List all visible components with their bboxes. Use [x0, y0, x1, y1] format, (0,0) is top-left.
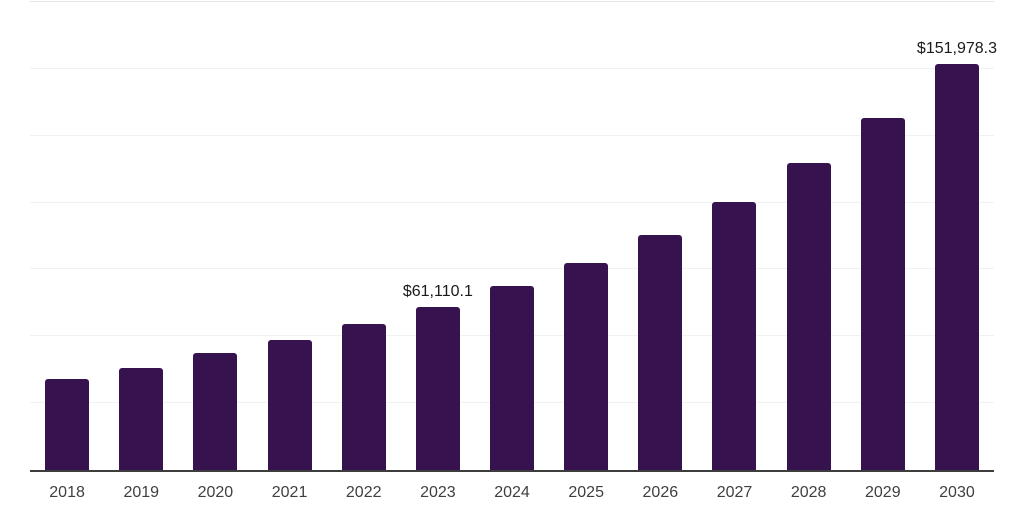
- bar-slot-2024: [475, 2, 549, 470]
- x-tick-2030: 2030: [939, 484, 975, 501]
- bar-2029[interactable]: [860, 117, 905, 470]
- x-tick-2018: 2018: [49, 484, 85, 501]
- x-tick-2026: 2026: [642, 484, 679, 501]
- data-label-2023: $61,110.1: [402, 282, 473, 300]
- x-tick-2027: 2027: [716, 484, 753, 501]
- bar-slot-2030: $151,978.3: [916, 2, 997, 470]
- bar-slot-2026: [623, 2, 697, 470]
- x-tick-2021: 2021: [271, 484, 308, 501]
- x-tick-2019: 2019: [123, 484, 160, 501]
- x-tick-2022: 2022: [345, 484, 382, 501]
- gridline-150000: [30, 67, 994, 69]
- bar-2020[interactable]: [193, 353, 238, 470]
- bar-2025[interactable]: [564, 262, 609, 470]
- bar-2024[interactable]: [490, 286, 535, 470]
- plot-area: $61,110.1 $151,978.3: [30, 1, 997, 472]
- bar-2026[interactable]: [638, 234, 683, 470]
- bar-slot-2021: [252, 2, 326, 470]
- bar-slot-2022: [327, 2, 401, 470]
- bar-slot-2023: $61,110.1: [401, 2, 475, 470]
- bar-2028[interactable]: [786, 163, 831, 470]
- bar-2022[interactable]: [341, 323, 386, 470]
- bar-slot-2025: [549, 2, 623, 470]
- bar-slot-2027: [697, 2, 771, 470]
- bar-slot-2028: [772, 2, 846, 470]
- x-tick-2023: 2023: [420, 484, 456, 501]
- gridline-100000: [30, 201, 994, 203]
- bar-2018[interactable]: [45, 379, 90, 470]
- bar-2027[interactable]: [712, 201, 757, 470]
- x-tick-2025: 2025: [568, 484, 604, 501]
- x-axis-labels: 2018 2019 2020 2021 2022 2023 2024 2025 2026 2027…: [30, 474, 994, 502]
- x-tick-2020: 2020: [197, 484, 234, 501]
- x-tick-2024: 2024: [494, 484, 530, 501]
- bar-2030[interactable]: [934, 63, 979, 470]
- gridline-175000: [30, 1, 994, 2]
- bars: $61,110.1 $151,978.3: [30, 2, 997, 470]
- bar-slot-2019: [104, 2, 178, 470]
- bar-2019[interactable]: [119, 367, 164, 470]
- bar-slot-2020: [178, 2, 252, 470]
- bar-slot-2029: [846, 2, 920, 470]
- x-tick-2029: 2029: [865, 484, 901, 501]
- gridline-125000: [30, 134, 994, 136]
- x-tick-2028: 2028: [790, 484, 827, 501]
- data-label-2030: $151,978.3: [916, 39, 997, 57]
- bar-slot-2018: [30, 2, 104, 470]
- gridline-75000: [30, 268, 994, 270]
- x-axis-line: [30, 470, 994, 472]
- bar-2023[interactable]: [415, 306, 460, 470]
- bar-2021[interactable]: [267, 340, 312, 470]
